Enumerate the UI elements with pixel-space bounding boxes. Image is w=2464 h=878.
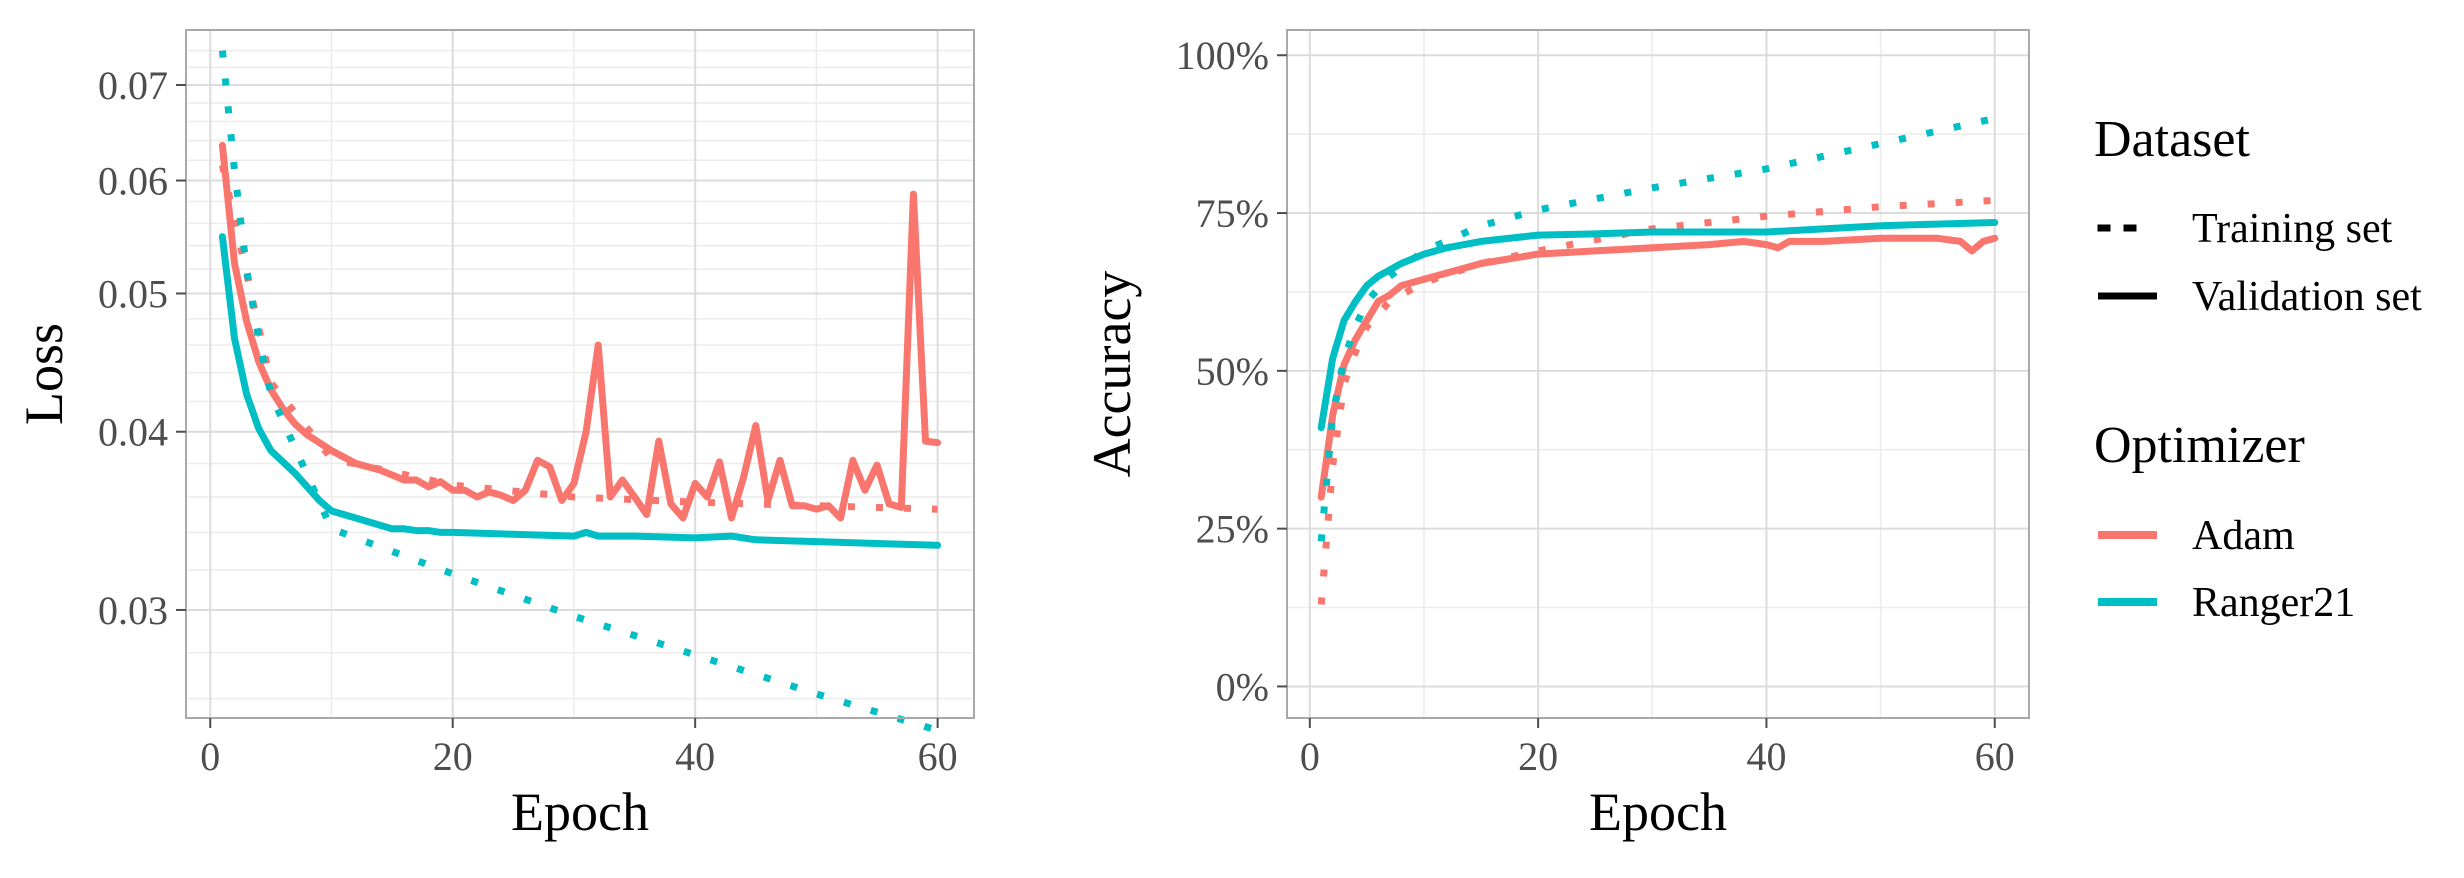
legend-label-training-set: Training set (2192, 206, 2393, 252)
loss-line-ranger21-training (218, 50, 939, 734)
loss-y-tick-label: 0.07 (98, 63, 168, 108)
accuracy-x-ticks: 0 20 40 60 (1300, 718, 2015, 779)
accuracy-line-adam-training (1317, 196, 1995, 605)
loss-x-tick-label: 20 (433, 734, 473, 779)
loss-series (218, 50, 942, 734)
loss-y-tick-label: 0.03 (98, 588, 168, 633)
loss-panel-border (185, 29, 975, 719)
loss-x-ticks: 0 20 40 60 (200, 718, 958, 779)
accuracy-line-ranger21-training (1317, 114, 1996, 542)
accuracy-grid (1287, 30, 2029, 718)
loss-grid (186, 30, 974, 718)
loss-x-tick-label: 60 (918, 734, 958, 779)
loss-line-adam-validation (218, 141, 942, 522)
accuracy-y-tick-label: 75% (1196, 191, 1269, 236)
accuracy-panel-border (1286, 29, 2030, 719)
accuracy-y-tick-label: 50% (1196, 349, 1269, 394)
legend-label-adam: Adam (2192, 513, 2295, 559)
accuracy-y-ticks: 0% 25% 50% 75% 100% (1176, 33, 1287, 709)
legend-dataset-title: Dataset (2094, 111, 2250, 168)
accuracy-y-tick-label: 25% (1196, 507, 1269, 552)
loss-chart: 0.03 0.04 0.05 0.06 0.07 0 20 40 60 Epoch Loss (14, 29, 975, 842)
accuracy-y-axis-title: Accuracy (1082, 271, 1142, 478)
loss-y-ticks: 0.03 0.04 0.05 0.06 0.07 (98, 63, 186, 633)
accuracy-x-tick-label: 0 (1300, 734, 1320, 779)
accuracy-x-tick-label: 60 (1975, 734, 2015, 779)
loss-x-tick-label: 40 (675, 734, 715, 779)
loss-line-ranger21-validation (218, 233, 942, 549)
loss-y-tick-label: 0.06 (98, 159, 168, 204)
accuracy-line-ranger21-validation (1317, 219, 1999, 432)
loss-y-tick-label: 0.05 (98, 271, 168, 316)
loss-y-axis-title: Loss (14, 323, 74, 425)
accuracy-line-adam-validation (1317, 234, 1999, 501)
loss-y-tick-label: 0.04 (98, 410, 168, 455)
legend: Dataset Training set Validation set Opti… (2094, 111, 2422, 626)
accuracy-x-axis-title: Epoch (1589, 782, 1727, 842)
accuracy-x-tick-label: 20 (1518, 734, 1558, 779)
accuracy-y-tick-label: 0% (1216, 664, 1269, 709)
loss-x-axis-title: Epoch (511, 782, 649, 842)
legend-label-validation-set: Validation set (2192, 274, 2422, 320)
accuracy-chart: 0% 25% 50% 75% 100% 0 20 40 60 Epoch Accuracy (1082, 29, 2030, 842)
loss-x-tick-label: 0 (200, 734, 220, 779)
accuracy-y-tick-label: 100% (1176, 33, 1269, 78)
legend-label-ranger21: Ranger21 (2192, 580, 2355, 626)
accuracy-x-tick-label: 40 (1746, 734, 1786, 779)
accuracy-series (1317, 114, 1999, 605)
legend-optimizer-title: Optimizer (2094, 417, 2305, 474)
